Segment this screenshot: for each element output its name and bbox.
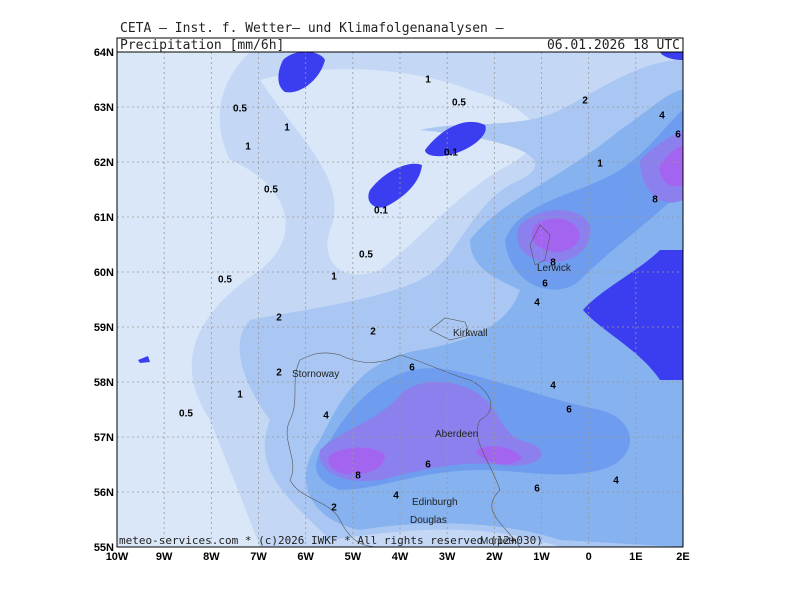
city-label: Douglas — [410, 515, 447, 526]
contour-label: 0.5 — [233, 104, 247, 115]
lat-label: 63N — [94, 102, 114, 114]
city-label: Edinburgh — [412, 497, 458, 508]
contour-label: 4 — [323, 411, 329, 422]
lat-label: 57N — [94, 432, 114, 444]
contour-label: 4 — [613, 476, 619, 487]
field-below-0.1 — [138, 52, 683, 380]
contour-label: 6 — [425, 460, 431, 471]
lon-label: 2W — [486, 551, 503, 563]
valid-time: 06.01.2026 18 UTC — [547, 38, 680, 53]
contour-label: 4 — [393, 491, 399, 502]
lat-label: 62N — [94, 157, 114, 169]
contour-label: 2 — [582, 96, 588, 107]
contour-label: 2 — [331, 503, 337, 514]
lon-label: 7W — [250, 551, 267, 563]
contour-label: 1 — [331, 272, 337, 283]
contour-label: 0.5 — [452, 98, 466, 109]
contour-label: 0.1 — [374, 206, 388, 217]
contour-label: 6 — [566, 405, 572, 416]
lon-label: 10W — [106, 551, 129, 563]
contour-label: 6 — [409, 363, 415, 374]
lat-label: 59N — [94, 322, 114, 334]
contour-label: 2 — [276, 368, 282, 379]
city-label: Aberdeen — [435, 429, 478, 440]
contour-label: 8 — [550, 258, 556, 269]
contour-label: 6 — [675, 130, 681, 141]
lon-label: 6W — [297, 551, 314, 563]
contour-label: 6 — [542, 279, 548, 290]
lon-label: 8W — [203, 551, 220, 563]
lat-label: 55N — [94, 542, 114, 554]
contour-label: 0.5 — [218, 275, 232, 286]
lon-label: 2E — [676, 551, 689, 563]
contour-label: 4 — [550, 381, 556, 392]
contour-label: 8 — [355, 471, 361, 482]
contour-label: 1 — [237, 390, 243, 401]
contour-label: 1 — [284, 123, 290, 134]
city-label: Kirkwall — [453, 328, 487, 339]
city-label: Lerwick — [537, 263, 572, 274]
coastline — [429, 224, 551, 341]
contour-label: 1 — [425, 75, 431, 86]
lon-label: 3W — [439, 551, 456, 563]
lat-label: 64N — [94, 47, 114, 59]
field-6to8 — [319, 130, 683, 481]
lon-label: 1W — [533, 551, 550, 563]
contour-label: 1 — [245, 142, 251, 153]
contour-label: 6 — [534, 484, 540, 495]
lat-label: 56N — [94, 487, 114, 499]
field-light — [117, 52, 286, 547]
city-label: Stornoway — [292, 369, 339, 380]
lon-label: 5W — [345, 551, 362, 563]
contour-label: 0.5 — [359, 250, 373, 261]
contour-label: 4 — [534, 298, 540, 309]
contour-label: 0.5 — [179, 409, 193, 420]
contour-label: 2 — [276, 313, 282, 324]
city-label: Morpeth — [480, 536, 517, 547]
lat-label: 58N — [94, 377, 114, 389]
lon-label: 0 — [586, 551, 592, 563]
contour-label: 0.5 — [264, 185, 278, 196]
lat-label: 61N — [94, 212, 114, 224]
lat-label: 60N — [94, 267, 114, 279]
contour-label: 4 — [659, 111, 665, 122]
contour-label: 2 — [370, 327, 376, 338]
lon-label: 9W — [156, 551, 173, 563]
contour-label: 0.1 — [444, 148, 458, 159]
coastline — [286, 352, 521, 547]
footer: meteo-services.com * (c)2026 IWKF * All … — [119, 534, 543, 547]
map-frame — [116, 51, 684, 548]
lon-label: 1E — [629, 551, 642, 563]
contour-label: 8 — [652, 195, 658, 206]
field-title: Precipitation [mm/6h] — [120, 38, 284, 53]
contour-label: 1 — [597, 159, 603, 170]
lon-label: 4W — [392, 551, 409, 563]
institute-title: CETA – Inst. f. Wetter– und Klimafolgena… — [120, 21, 504, 36]
